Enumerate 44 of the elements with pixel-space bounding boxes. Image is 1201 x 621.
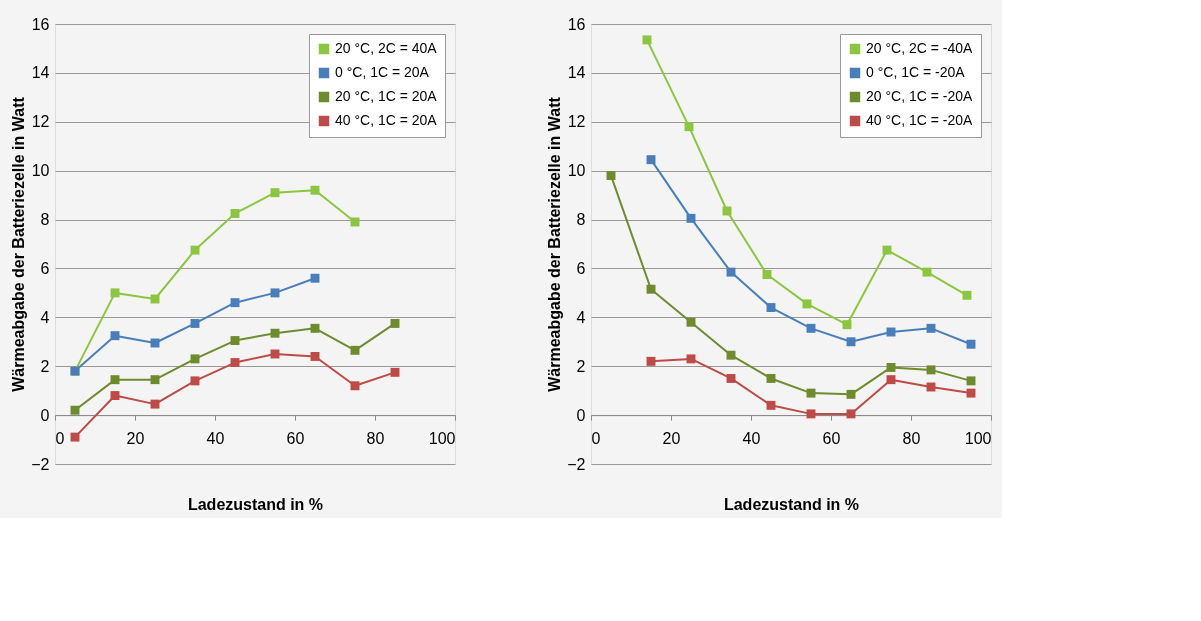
x-tick-label: 80 [366,429,385,447]
x-axis-title: Ladezustand in % [187,495,324,513]
x-tick-label: 0 [591,429,601,447]
x-tick-label: 100 [964,429,992,447]
x-tick-label: 40 [206,429,225,447]
legend-label: 20 °C, 2C = 40A [335,40,438,56]
y-tick-label: 2 [40,357,50,375]
legend-label: 40 °C, 1C = 20A [335,112,438,128]
y-axis-title: Wärmeabgabe der Batteriezelle in Watt [10,96,28,392]
legend-label: 0 °C, 1C = -20A [866,64,966,80]
legend-label: 40 °C, 1C = -20A [866,112,974,128]
x-tick-label: 20 [662,429,681,447]
x-tick-label: 60 [822,429,841,447]
legend-label: 20 °C, 1C = 20A [335,88,438,104]
x-tick-label: 80 [902,429,921,447]
y-tick-label: 0 [576,406,586,424]
y-tick-label: 6 [40,259,50,277]
legend-label: 20 °C, 1C = -20A [866,88,974,104]
y-tick-label: 8 [576,211,586,229]
y-tick-label: −2 [31,455,50,473]
y-tick-label: 16 [567,15,586,33]
y-tick-label: 0 [40,406,50,424]
y-tick-label: 6 [576,259,586,277]
y-tick-label: 16 [31,15,50,33]
y-axis-title: Wärmeabgabe der Batteriezelle in Watt [546,96,564,392]
legend-label: 0 °C, 1C = 20A [335,64,430,80]
y-tick-label: −2 [567,455,586,473]
x-axis-title: Ladezustand in % [723,495,860,513]
y-tick-label: 14 [31,64,50,82]
x-tick-label: 0 [55,429,65,447]
x-tick-label: 60 [286,429,305,447]
x-tick-label: 100 [428,429,456,447]
x-tick-label: 40 [742,429,761,447]
y-tick-label: 12 [567,113,586,131]
y-tick-label: 14 [567,64,586,82]
y-tick-label: 10 [567,162,586,180]
y-tick-label: 2 [576,357,586,375]
y-tick-label: 8 [40,211,50,229]
legend-label: 20 °C, 2C = -40A [866,40,974,56]
y-tick-label: 4 [40,308,50,326]
y-tick-label: 4 [576,308,586,326]
y-tick-label: 10 [31,162,50,180]
x-tick-label: 20 [126,429,145,447]
y-tick-label: 12 [31,113,50,131]
